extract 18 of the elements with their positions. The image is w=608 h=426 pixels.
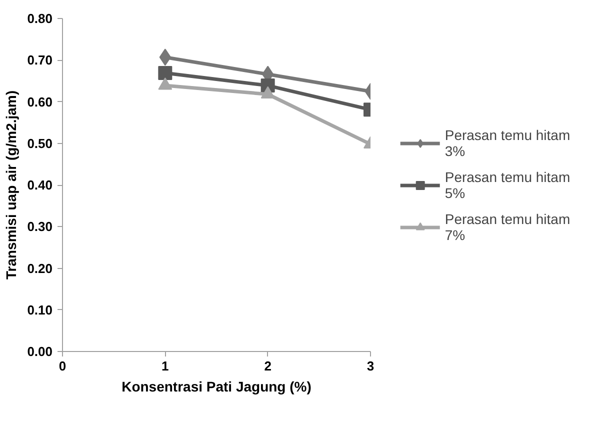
x-tick-label: 2 <box>264 358 272 374</box>
y-tick-label: 0.00 <box>27 344 53 359</box>
y-tick-label: 0.10 <box>27 302 53 318</box>
y-tick-label: 0.80 <box>27 11 53 26</box>
y-tick-label: 0.20 <box>27 260 53 276</box>
y-tick-label: 0.40 <box>27 178 53 192</box>
y-axis-title: Transmisi uap air (g/m2.jam) <box>3 90 20 280</box>
y-tick-label: 0.70 <box>27 52 53 68</box>
x-tick-label: 3 <box>366 358 374 374</box>
legend-label: Perasan temu hitam 3% <box>444 126 570 160</box>
x-tick-label: 1 <box>162 358 169 374</box>
legend-label: Perasan temu hitam 5% <box>444 168 570 202</box>
y-tick-label: 0.30 <box>27 219 53 234</box>
y-tick-label: 0.50 <box>27 136 53 151</box>
y-tick-label: 0.60 <box>27 94 53 110</box>
x-axis-title: Konsentrasi Pati Jagung (%) <box>122 378 312 394</box>
x-tick-label: 0 <box>58 358 66 374</box>
legend-label: Perasan temu hitam 7% <box>444 210 570 244</box>
